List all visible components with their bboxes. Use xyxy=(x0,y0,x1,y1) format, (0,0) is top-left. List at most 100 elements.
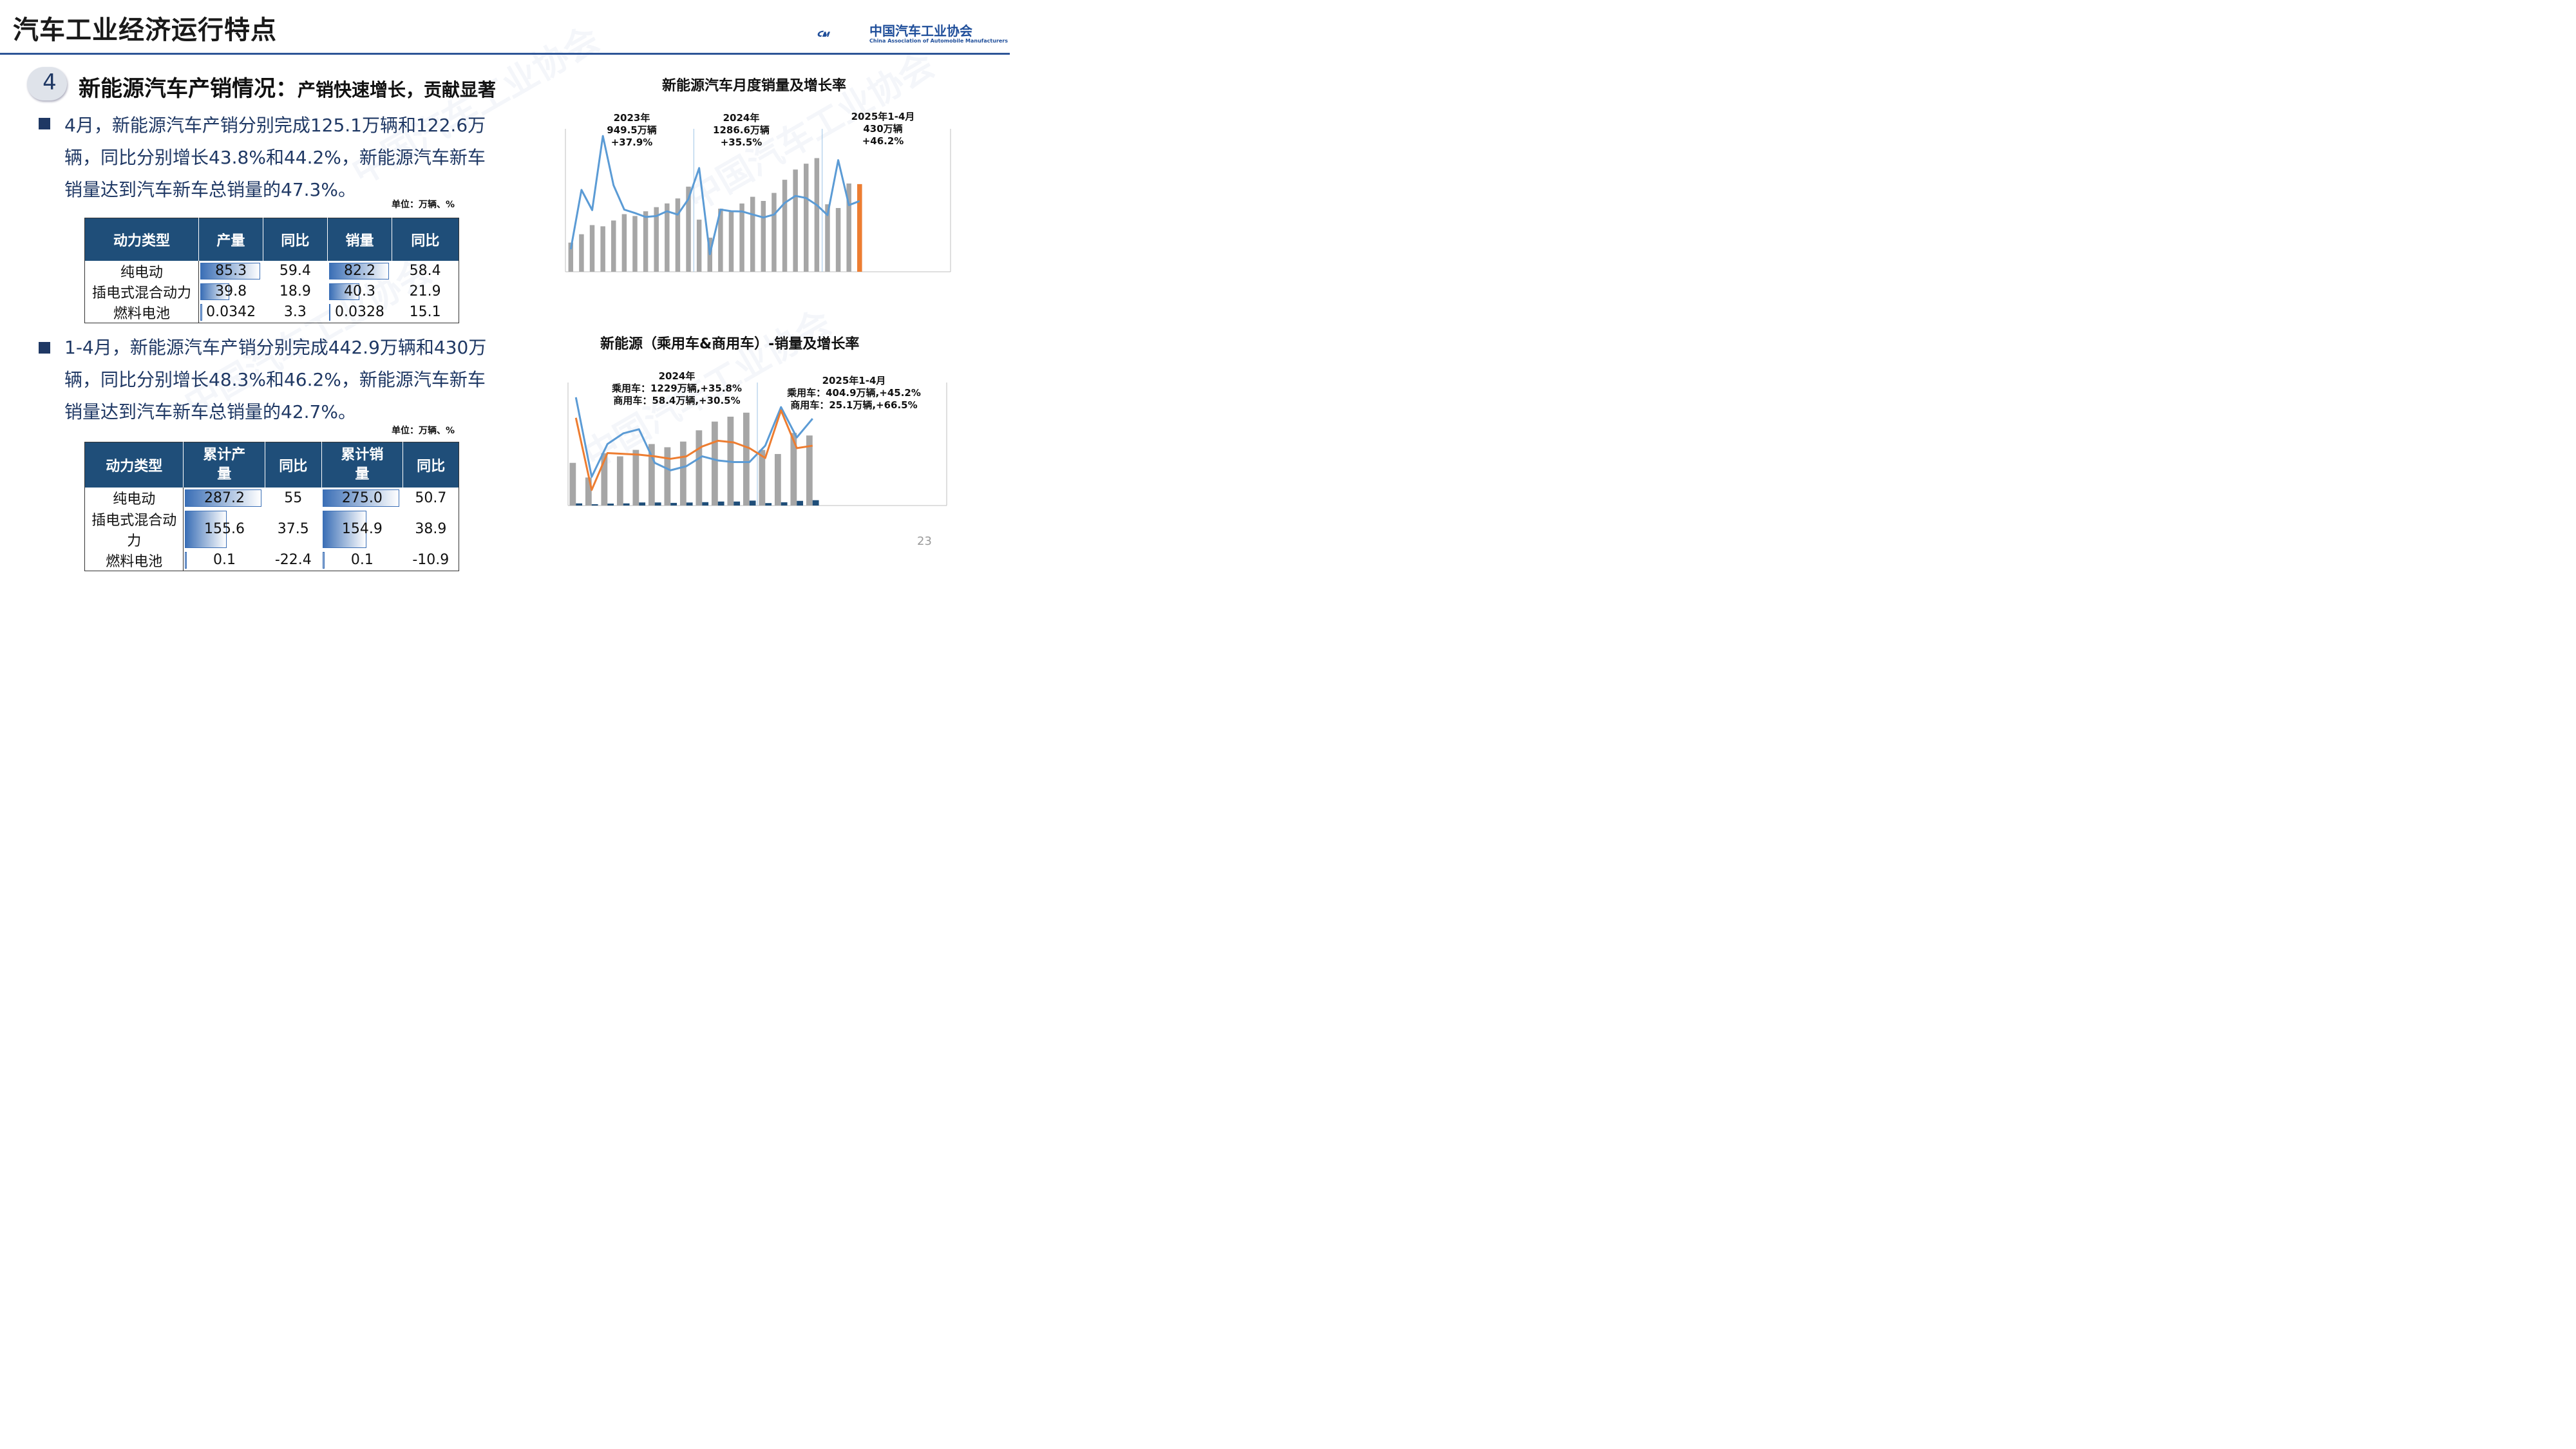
bar xyxy=(739,203,744,272)
chart-annotation: 2025年1-4月 430万辆+46.2% xyxy=(851,111,915,147)
annotation-line: 2025年1-4月 xyxy=(851,111,915,122)
production-cell: 39.8 xyxy=(198,281,263,302)
col-header: 动力类型 xyxy=(84,442,184,488)
cell-value: 287.2 xyxy=(204,489,245,506)
annotation-line: 商用车：58.4万辆,+30.5% xyxy=(613,395,740,406)
cell-value: 0.1 xyxy=(350,552,374,569)
jan-apr-table: 动力类型 累计产量 同比 累计销量 同比 纯电动 287.2 55 275.0 50.7… xyxy=(84,442,459,571)
bar xyxy=(765,503,772,506)
cell-value: 275.0 xyxy=(341,489,383,506)
col-header: 同比 xyxy=(263,218,328,261)
data-bar xyxy=(200,262,261,279)
chart1-title: 新能源汽车月度销量及增长率 xyxy=(662,78,847,94)
data-bar xyxy=(323,489,399,507)
caam-logo-icon xyxy=(817,30,830,37)
bar xyxy=(632,216,638,272)
bar xyxy=(696,220,702,272)
paragraph-jan-apr: 1-4月，新能源汽车产销分别完成442.9万辆和430万辆，同比分别增长48.3… xyxy=(64,337,487,422)
bar xyxy=(665,203,670,272)
power-type-cell: 燃料电池 xyxy=(84,301,199,323)
chart-annotation: 2024年 1286.6万辆+35.5% xyxy=(713,112,770,148)
cell-value: 纯电动 xyxy=(113,491,156,507)
sales-cell: 40.3 xyxy=(328,281,392,302)
bar xyxy=(639,502,646,506)
bar xyxy=(696,430,703,506)
power-type-cell: 插电式混合动力 xyxy=(84,508,184,550)
bar xyxy=(806,435,813,506)
bar xyxy=(601,453,608,506)
power-type-cell: 燃料电池 xyxy=(84,549,184,571)
production-cell: 155.6 xyxy=(184,509,265,550)
cell-value: 55 xyxy=(284,489,303,506)
col-header: 累计销量 xyxy=(321,442,404,488)
sales-yoy-cell: 15.1 xyxy=(392,302,459,323)
cell-value: 0.0328 xyxy=(334,304,384,320)
bar xyxy=(589,225,595,272)
bar xyxy=(585,477,592,506)
section-title-main: 新能源汽车产销情况： xyxy=(79,76,298,102)
bar xyxy=(774,453,781,506)
bar xyxy=(643,211,649,272)
bar xyxy=(648,444,655,506)
bar xyxy=(825,204,830,272)
bar xyxy=(670,502,677,506)
bar xyxy=(686,502,693,506)
bar xyxy=(711,421,718,506)
table-row: 纯电动 287.2 55 275.0 50.7 xyxy=(84,487,459,509)
bar xyxy=(749,500,756,506)
paragraph-april: 4月，新能源汽车产销分别完成125.1万辆和122.6万辆，同比分别增长43.8… xyxy=(64,115,486,200)
bar xyxy=(607,503,614,506)
unit-label: 单位：万辆、% xyxy=(392,426,455,436)
bar xyxy=(664,447,671,506)
bar xyxy=(812,500,819,506)
annotation-line: +37.9% xyxy=(611,137,653,148)
bar xyxy=(579,234,584,272)
power-type-cell: 纯电动 xyxy=(84,260,199,281)
bullet-square-icon xyxy=(39,118,50,129)
annotation-line: 商用车：25.1万辆,+66.5% xyxy=(790,399,917,411)
sales-yoy-cell: 58.4 xyxy=(392,261,459,281)
chart2-title: 新能源（乘用车&商用车）-销量及增长率 xyxy=(600,336,860,352)
section-number: 4 xyxy=(43,70,57,95)
bar xyxy=(750,196,755,272)
data-bar xyxy=(185,510,227,548)
production-cell: 0.1 xyxy=(184,550,265,571)
cell-value: 3.3 xyxy=(283,304,307,320)
page-title: 汽车工业经济运行特点 xyxy=(13,15,277,45)
sales-cell: 0.1 xyxy=(321,550,403,571)
power-type-cell: 纯电动 xyxy=(84,487,184,509)
data-bar xyxy=(323,551,325,569)
cell-value: 0.0342 xyxy=(206,304,256,320)
annotation-line: 2024年 xyxy=(659,370,696,382)
bar xyxy=(616,456,623,506)
bar xyxy=(568,242,574,272)
cell-value: -10.9 xyxy=(412,552,450,569)
bar xyxy=(702,502,709,506)
bar xyxy=(679,441,687,506)
annotation-line: 乘用车：1229万辆,+35.8% xyxy=(611,383,742,394)
april-table: 动力类型 产量 同比 销量 同比 纯电动 85.3 59.4 82.2 58.4 插电式混… xyxy=(84,218,459,323)
chart-annotation: 2024年乘用车：1229万辆,+35.8%商用车：58.4万辆,+30.5% xyxy=(611,370,742,406)
bar xyxy=(846,183,851,272)
col-header: 同比 xyxy=(402,442,459,488)
cell-value: 燃料电池 xyxy=(106,553,163,570)
table-row: 燃料电池 0.1 -22.4 0.1 -10.9 xyxy=(84,549,459,571)
bar xyxy=(728,211,734,272)
cell-value: 155.6 xyxy=(204,521,245,537)
series-line xyxy=(574,397,813,478)
power-type-cell: 插电式混合动力 xyxy=(84,281,199,302)
data-bar xyxy=(185,489,261,507)
bar xyxy=(781,502,788,506)
bar xyxy=(797,500,804,506)
table-row: 纯电动 85.3 59.4 82.2 58.4 xyxy=(84,260,459,281)
production-cell: 287.2 xyxy=(184,488,265,509)
bar xyxy=(718,208,723,272)
org-name-en: China Association of Automobile Manufact… xyxy=(869,38,1009,44)
col-header: 动力类型 xyxy=(84,218,199,261)
cell-value: 燃料电池 xyxy=(113,305,170,322)
cell-value: 纯电动 xyxy=(120,264,163,281)
table-row: 燃料电池 0.0342 3.3 0.0328 15.1 xyxy=(84,301,459,323)
bar xyxy=(623,503,630,506)
data-bar xyxy=(200,283,229,300)
col-header: 产量 xyxy=(198,218,263,261)
